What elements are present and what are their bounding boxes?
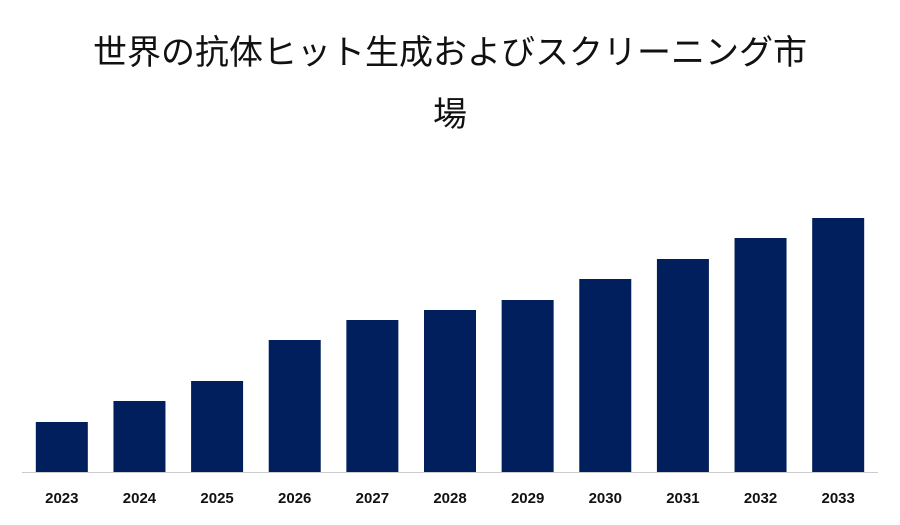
bar [191,381,244,472]
x-tick-label: 2028 [433,490,466,507]
x-tick-label: 2030 [589,490,622,507]
chart-title: 世界の抗体ヒット生成およびスクリーニング市場 [93,33,807,135]
x-tick-label: 2024 [123,490,157,507]
bar [656,259,709,472]
x-tick-label: 2025 [200,490,233,507]
bar [268,340,321,472]
x-tick-label: 2032 [744,490,777,507]
bar [346,320,399,472]
bar [579,279,632,472]
bar [35,422,88,472]
x-tick-label: 2031 [666,490,699,507]
x-tick-label: 2027 [356,490,389,507]
x-tick-label: 2023 [45,490,78,507]
bar [812,218,865,472]
bar [501,300,554,472]
x-tick-label: 2033 [821,490,854,507]
bar [424,310,476,472]
x-tick-label: 2029 [511,490,544,507]
bar [734,238,787,472]
bar [113,401,166,472]
x-tick-label: 2026 [278,490,311,507]
